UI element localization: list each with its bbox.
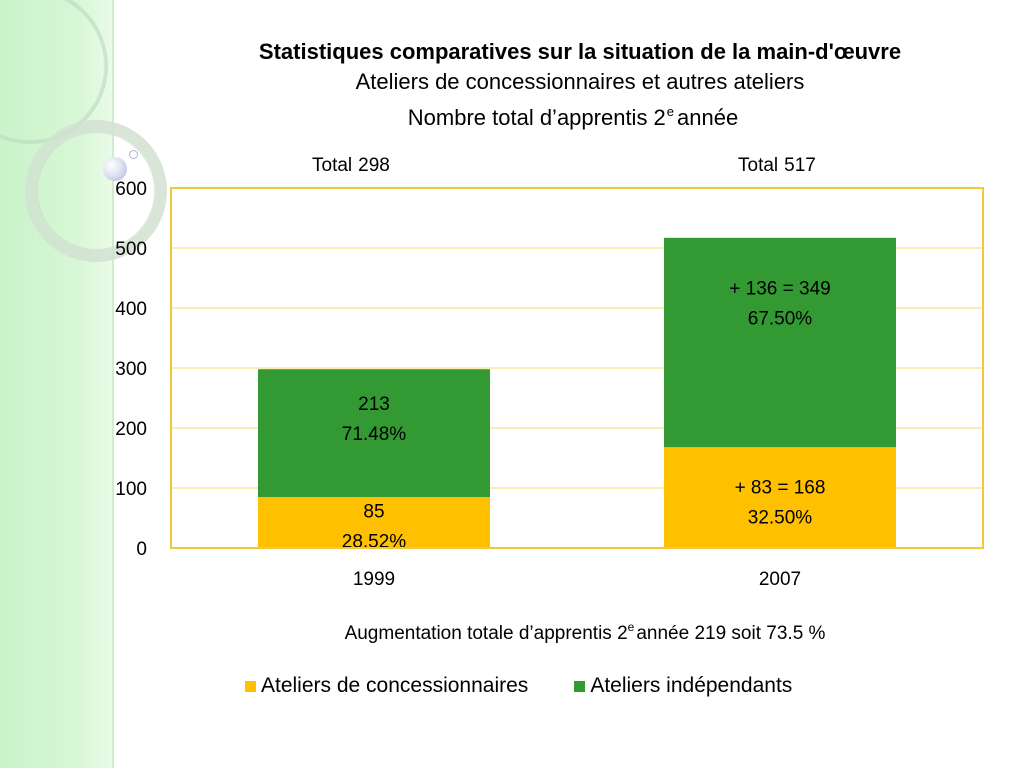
legend-label: Ateliers indépendants bbox=[590, 674, 793, 697]
total-label-2007: Total 517 bbox=[738, 155, 816, 177]
data-label: 28.52% bbox=[342, 532, 407, 553]
chart-title: Statistiques comparatives sur la situati… bbox=[258, 39, 902, 64]
chart-legend: Ateliers de concessionnaires Ateliers in… bbox=[245, 674, 838, 698]
subtitle2-text-end: année bbox=[677, 105, 739, 130]
legend-item-independants: Ateliers indépendants bbox=[574, 674, 792, 698]
decorative-dot-icon bbox=[129, 150, 138, 159]
data-label: + 83 = 168 bbox=[735, 478, 826, 499]
subtitle2-superscript: e bbox=[666, 104, 675, 119]
y-tick-label: 300 bbox=[115, 359, 147, 380]
data-label: 71.48% bbox=[342, 424, 407, 445]
data-label: + 136 = 349 bbox=[729, 279, 830, 300]
chart-subtitle-2: Nombre total d’apprentis 2e année bbox=[126, 98, 1020, 132]
legend-label: Ateliers de concessionnaires bbox=[261, 674, 529, 697]
y-tick-label: 400 bbox=[115, 299, 147, 320]
total-value: 517 bbox=[784, 155, 816, 176]
total-label-1999: Total 298 bbox=[312, 155, 390, 177]
x-tick-label: 1999 bbox=[353, 569, 395, 590]
chart-subtitle: Ateliers de concessionnaires et autres a… bbox=[355, 69, 805, 94]
total-value: 298 bbox=[358, 155, 390, 176]
footnote-text: Augmentation totale d’apprentis 2 bbox=[344, 623, 628, 644]
total-label-text: Total bbox=[312, 155, 353, 176]
plot-frame bbox=[170, 187, 984, 549]
decorative-sphere-icon bbox=[103, 157, 127, 181]
bar-segment bbox=[664, 447, 896, 548]
data-label: 213 bbox=[358, 394, 390, 415]
chart-title-block: Statistiques comparatives sur la situati… bbox=[140, 38, 1020, 132]
data-label: 32.50% bbox=[748, 508, 813, 529]
y-tick-label: 500 bbox=[115, 239, 147, 260]
increase-footnote: Augmentation totale d’apprentis 2e année … bbox=[230, 620, 940, 645]
decorative-side-panel bbox=[0, 0, 167, 768]
bar-segment bbox=[258, 369, 490, 497]
x-tick-label: 2007 bbox=[759, 569, 801, 590]
data-label: 67.50% bbox=[748, 309, 813, 330]
y-tick-label: 600 bbox=[115, 179, 147, 200]
footnote-superscript: e bbox=[627, 620, 635, 634]
legend-swatch bbox=[574, 680, 586, 692]
y-tick-label: 0 bbox=[136, 539, 147, 560]
footnote-text-end: année 219 soit 73.5 % bbox=[636, 623, 826, 644]
y-tick-label: 200 bbox=[115, 419, 147, 440]
bar-segment bbox=[258, 497, 490, 548]
subtitle2-text: Nombre total d’apprentis 2 bbox=[407, 105, 666, 130]
data-label: 85 bbox=[363, 502, 384, 523]
bar-segment bbox=[664, 237, 896, 448]
y-tick-label: 100 bbox=[115, 479, 147, 500]
legend-item-concessionnaires: Ateliers de concessionnaires bbox=[245, 674, 528, 698]
total-label-text: Total bbox=[738, 155, 779, 176]
legend-swatch bbox=[245, 680, 256, 692]
